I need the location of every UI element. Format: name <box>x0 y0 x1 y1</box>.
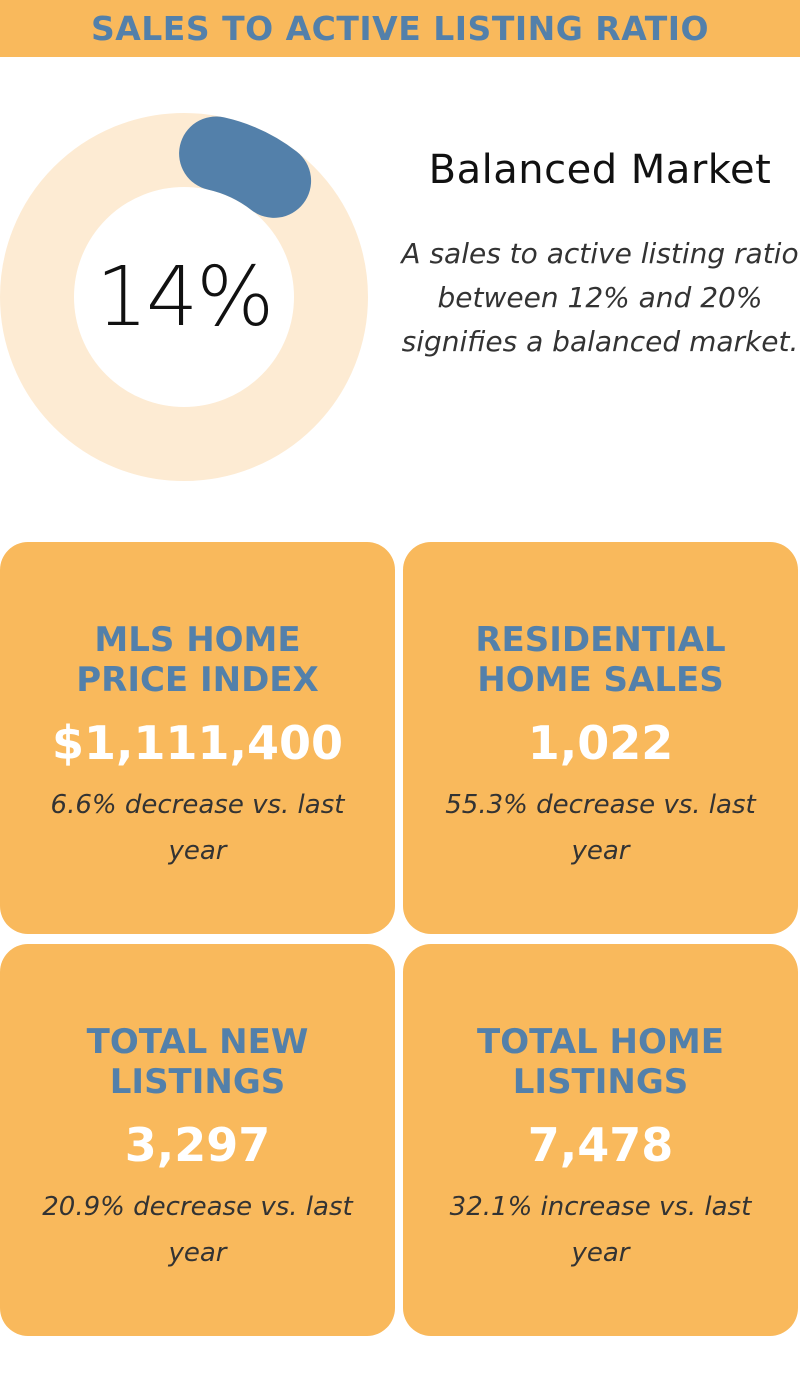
ratio-donut-chart <box>0 113 368 481</box>
card-value: $1,111,400 <box>51 716 343 770</box>
header-banner: SALES TO ACTIVE LISTING RATIO <box>0 0 800 57</box>
stat-card-price-index: MLS HOME PRICE INDEX $1,111,400 6.6% dec… <box>0 542 395 934</box>
card-change: 32.1% increase vs. last year <box>449 1192 752 1268</box>
page-title: SALES TO ACTIVE LISTING RATIO <box>90 9 710 48</box>
card-change: 6.6% decrease vs. last year <box>50 790 345 866</box>
market-status-description: A sales to active listing ratio between … <box>401 237 799 358</box>
card-value: 1,022 <box>527 716 674 770</box>
market-status-title: Balanced Market <box>428 147 772 193</box>
card-title: MLS HOME PRICE INDEX <box>76 620 319 700</box>
card-value: 7,478 <box>527 1118 674 1172</box>
card-change: 20.9% decrease vs. last year <box>42 1192 353 1268</box>
card-title: TOTAL HOME LISTINGS <box>477 1022 724 1102</box>
donut-value-arc <box>179 116 312 218</box>
stat-card-home-listings: TOTAL HOME LISTINGS 7,478 32.1% increase… <box>403 944 798 1336</box>
card-title: TOTAL NEW LISTINGS <box>86 1022 309 1102</box>
stat-card-new-listings: TOTAL NEW LISTINGS 3,297 20.9% decrease … <box>0 944 395 1336</box>
card-value: 3,297 <box>124 1118 271 1172</box>
card-change: 55.3% decrease vs. last year <box>445 790 756 866</box>
card-title: RESIDENTIAL HOME SALES <box>475 620 726 700</box>
ratio-value: 14% <box>95 249 274 345</box>
stat-card-home-sales: RESIDENTIAL HOME SALES 1,022 55.3% decre… <box>403 542 798 934</box>
